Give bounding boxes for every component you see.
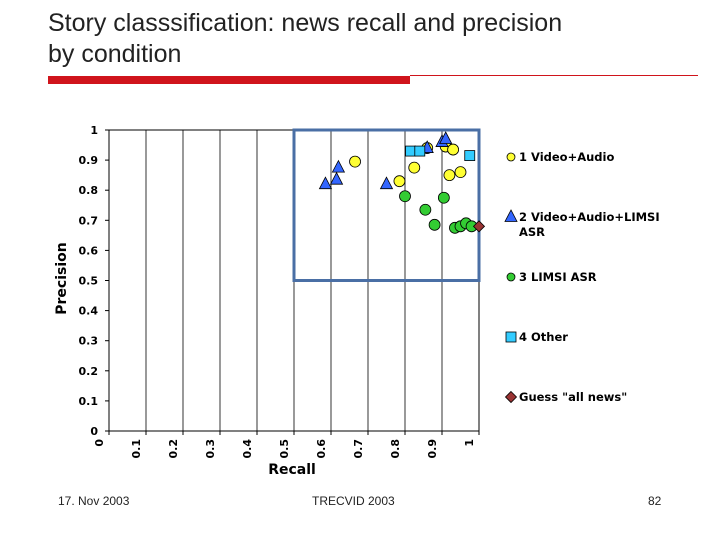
legend-label-1: 1 Video+Audio [519, 150, 614, 164]
legend-label-5: Guess "all news" [519, 390, 627, 404]
y-tick-label: 0.5 [79, 275, 99, 288]
x-tick-label: 0.5 [278, 439, 291, 459]
data-point-series-2 [379, 176, 394, 190]
slide-title: Story classsification: news recall and p… [48, 8, 668, 70]
data-point-series-3 [437, 191, 450, 204]
x-tick-label: 0.3 [204, 439, 217, 459]
x-tick-label: 0.4 [241, 439, 254, 459]
data-point-series-1 [443, 169, 456, 182]
x-tick-label: 0.7 [352, 439, 365, 459]
title-line-2: by condition [48, 40, 182, 68]
highlight-region-box [292, 128, 481, 282]
footer-date: 17. Nov 2003 [58, 494, 130, 508]
title-underline-accent [48, 76, 410, 84]
y-tick-label: 0.1 [79, 395, 99, 408]
data-point-series-5 [472, 220, 486, 233]
x-tick-label: 0 [93, 439, 106, 447]
y-tick-label: 0 [90, 425, 98, 438]
y-tick-label: 1 [90, 124, 98, 137]
data-point-series-1 [447, 143, 460, 156]
data-point-series-2 [331, 159, 346, 173]
data-point-series-1 [408, 161, 421, 174]
title-line-1: Story classsification: news recall and p… [48, 9, 563, 37]
data-point-series-2 [329, 171, 344, 185]
y-axis-title: Precision [54, 242, 70, 314]
legend-label-3: 3 LIMSI ASR [519, 270, 597, 284]
footer-event: TRECVID 2003 [312, 494, 395, 508]
y-tick-label: 0.7 [79, 214, 99, 227]
x-tick-label: 0.8 [389, 439, 402, 459]
data-point-series-3 [399, 190, 411, 203]
legend-marker-1 [506, 152, 516, 162]
legend-marker-4 [505, 331, 517, 343]
legend-label-4: 4 Other [519, 330, 568, 344]
data-point-series-3 [428, 218, 441, 231]
scatter-chart: 0 0.1 0.2 0.3 0.4 0.5 0.6 0.7 0.8 0.9 1 0 0.1 0.2 0.3 0… [54, 124, 660, 478]
title-underline-rule [410, 75, 698, 76]
data-point-series-4 [464, 150, 476, 161]
data-point-series-4 [405, 145, 416, 157]
y-tick-label: 0.8 [79, 184, 99, 197]
y-tick-label: 0.3 [79, 335, 99, 348]
data-point-series-2 [318, 176, 333, 190]
data-point-series-2 [439, 131, 453, 144]
data-point-series-1 [349, 155, 361, 168]
x-tick-label: 0.1 [130, 439, 143, 459]
x-tick-label: 0.2 [167, 439, 180, 459]
x-tick-label: 1 [463, 439, 476, 447]
x-tick-label: 0.9 [426, 439, 439, 459]
y-tick-label: 0.9 [79, 154, 99, 167]
y-tick-label: 0.2 [79, 365, 99, 378]
legend-label-2: 2 Video+Audio+LIMSI ASR [519, 210, 660, 239]
legend-marker-5 [504, 390, 518, 404]
data-point-series-4 [414, 145, 426, 157]
legend-marker-2 [504, 209, 518, 222]
data-point-series-3 [419, 203, 432, 216]
footer-page-number: 82 [648, 494, 662, 508]
y-tick-label: 0.4 [79, 305, 99, 318]
data-point-series-1 [454, 166, 467, 179]
data-point-series-1 [393, 175, 406, 188]
y-tick-label: 0.6 [79, 244, 99, 257]
legend-marker-3 [506, 272, 516, 282]
x-axis-title: Recall [268, 462, 316, 478]
x-tick-label: 0.6 [315, 439, 328, 459]
